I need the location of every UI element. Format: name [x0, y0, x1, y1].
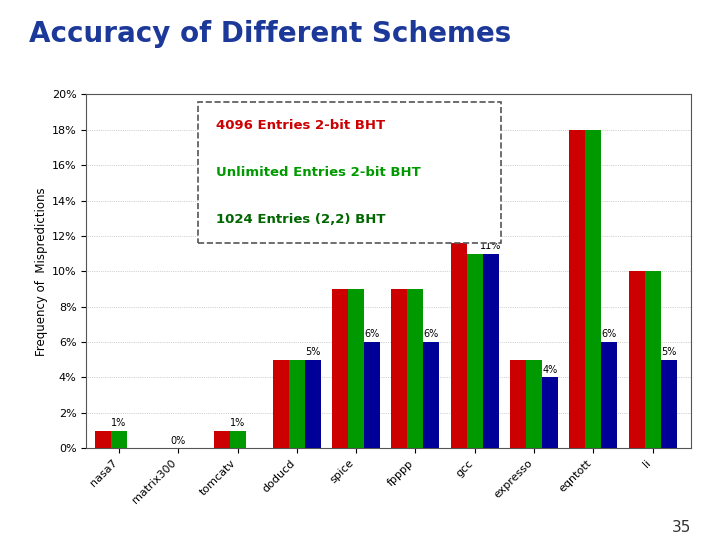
- Bar: [364, 342, 380, 448]
- Text: 6%: 6%: [602, 329, 617, 340]
- Bar: [526, 360, 542, 448]
- Bar: [629, 271, 644, 448]
- Text: Unlimited Entries 2-bit BHT: Unlimited Entries 2-bit BHT: [217, 166, 421, 179]
- Text: 5%: 5%: [305, 347, 320, 357]
- Bar: [451, 236, 467, 448]
- Bar: [467, 254, 483, 448]
- Bar: [542, 377, 558, 448]
- Text: Accuracy of Different Schemes: Accuracy of Different Schemes: [29, 19, 511, 48]
- Bar: [585, 130, 601, 448]
- Text: 1%: 1%: [230, 418, 246, 428]
- Bar: [601, 342, 617, 448]
- Y-axis label: Frequency of  Mispredictions: Frequency of Mispredictions: [35, 187, 48, 356]
- Bar: [230, 430, 246, 448]
- Text: 4%: 4%: [542, 365, 558, 375]
- Bar: [273, 360, 289, 448]
- Text: 6%: 6%: [424, 329, 439, 340]
- Text: 1024 Entries (2,2) BHT: 1024 Entries (2,2) BHT: [217, 213, 386, 226]
- Bar: [348, 289, 364, 448]
- Text: 4096 Entries 2-bit BHT: 4096 Entries 2-bit BHT: [217, 119, 385, 132]
- Bar: [483, 254, 499, 448]
- Text: 6%: 6%: [364, 329, 380, 340]
- Bar: [510, 360, 526, 448]
- Text: 0%: 0%: [171, 436, 186, 446]
- Bar: [423, 342, 439, 448]
- Bar: [111, 430, 127, 448]
- Bar: [661, 360, 677, 448]
- Text: 5%: 5%: [661, 347, 676, 357]
- Bar: [570, 130, 585, 448]
- Bar: [644, 271, 661, 448]
- Bar: [392, 289, 408, 448]
- Text: 35: 35: [672, 519, 691, 535]
- Text: 11%: 11%: [480, 241, 501, 251]
- Bar: [408, 289, 423, 448]
- FancyBboxPatch shape: [198, 102, 500, 243]
- Text: 1%: 1%: [112, 418, 127, 428]
- Bar: [289, 360, 305, 448]
- Bar: [214, 430, 230, 448]
- Bar: [332, 289, 348, 448]
- Bar: [95, 430, 111, 448]
- Bar: [305, 360, 321, 448]
